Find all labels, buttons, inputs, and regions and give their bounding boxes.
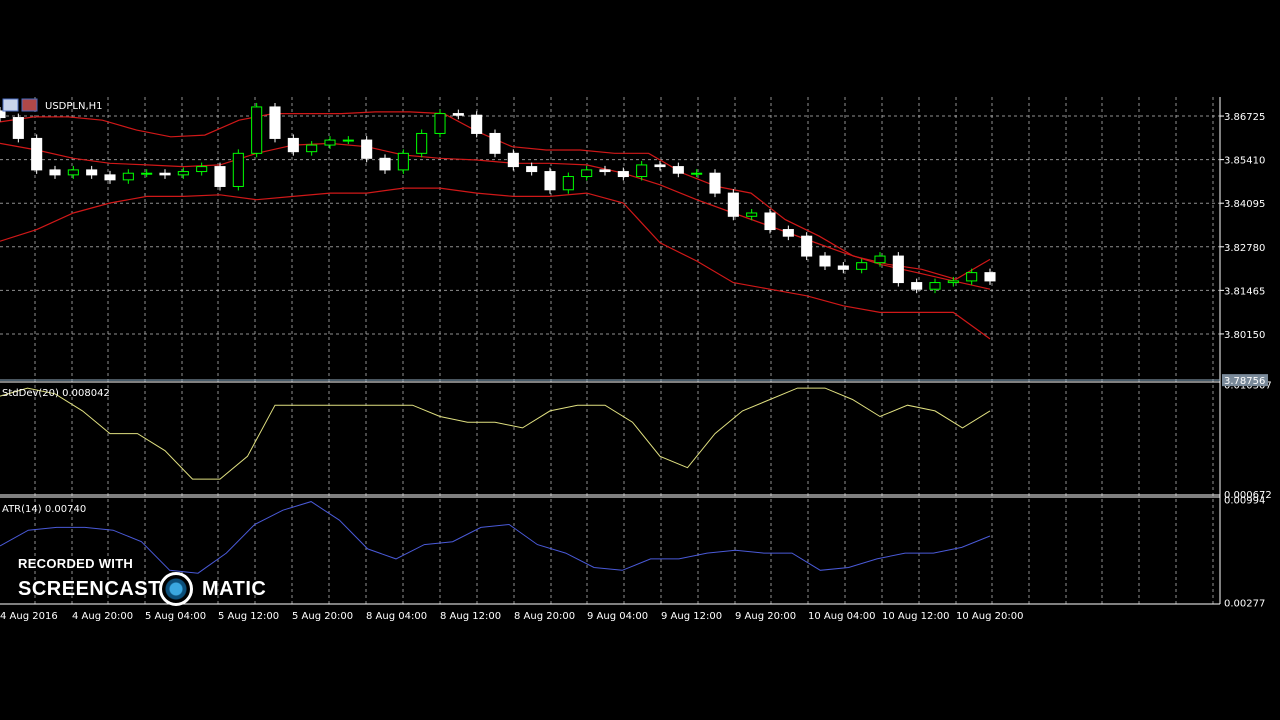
time-tick-label-13: 10 Aug 20:00 xyxy=(956,611,1023,622)
candle-body-11 xyxy=(196,166,208,173)
candle-body-1 xyxy=(12,117,24,139)
symbol-title: USDPLN,H1 xyxy=(45,101,103,112)
candle-body-6 xyxy=(104,174,116,181)
time-tick-label-10: 9 Aug 20:00 xyxy=(735,611,796,622)
candle-body-39 xyxy=(709,172,721,194)
candle-body-20 xyxy=(361,139,373,159)
candle-body-19 xyxy=(342,139,354,142)
candle-body-7 xyxy=(122,172,134,181)
time-tick-label-6: 8 Aug 12:00 xyxy=(440,611,501,622)
candle-body-48 xyxy=(874,255,886,264)
screencast-logo-icon xyxy=(159,572,193,606)
candle-body-54 xyxy=(984,272,996,282)
current-price-tag xyxy=(1222,374,1268,387)
candle-body-3 xyxy=(49,169,61,176)
candle-body-24 xyxy=(434,113,446,134)
candle-body-52 xyxy=(947,280,959,284)
candle-body-51 xyxy=(929,282,941,290)
candle-body-0 xyxy=(0,110,6,119)
candle-body-33 xyxy=(599,169,611,173)
candle-body-42 xyxy=(764,212,776,231)
candle-body-21 xyxy=(379,157,391,171)
candle-body-46 xyxy=(837,265,849,270)
bollinger-lower-band xyxy=(0,187,991,340)
time-tick-label-0: 4 Aug 2016 xyxy=(0,611,58,622)
candle-body-23 xyxy=(416,132,428,154)
price-tick-label-3: 3.82780 xyxy=(1224,243,1265,254)
candle-body-40 xyxy=(727,192,739,217)
candle-body-15 xyxy=(269,106,281,139)
candle-body-13 xyxy=(232,152,244,187)
time-tick-label-7: 8 Aug 20:00 xyxy=(514,611,575,622)
candle-body-16 xyxy=(287,137,299,153)
candle-body-35 xyxy=(636,164,648,178)
candlesticks xyxy=(0,102,996,294)
candle-body-43 xyxy=(782,229,794,237)
candle-body-44 xyxy=(801,235,813,257)
candle-body-41 xyxy=(746,212,758,217)
atr-label: ATR(14) 0.00740 xyxy=(2,504,86,515)
candle-body-50 xyxy=(911,282,923,290)
candle-body-9 xyxy=(159,172,171,176)
candle-body-25 xyxy=(452,113,464,116)
price-tick-label-0: 3.86725 xyxy=(1224,112,1265,123)
candle-body-45 xyxy=(819,255,831,267)
watermark-brand-right: MATIC xyxy=(202,578,267,600)
time-tick-label-12: 10 Aug 12:00 xyxy=(882,611,949,622)
candle-body-5 xyxy=(86,169,98,176)
price-tick-label-2: 3.84095 xyxy=(1224,199,1265,210)
candle-body-26 xyxy=(471,114,483,134)
candle-body-4 xyxy=(67,169,79,176)
candle-body-29 xyxy=(526,166,538,173)
atr-tick-label-1: 0.00277 xyxy=(1224,598,1265,609)
atr-line xyxy=(0,501,991,574)
price-tick-label-1: 3.85410 xyxy=(1224,156,1265,167)
time-tick-label-4: 5 Aug 20:00 xyxy=(292,611,353,622)
time-tick-label-9: 9 Aug 12:00 xyxy=(661,611,722,622)
candle-body-37 xyxy=(672,166,684,174)
time-tick-label-3: 5 Aug 12:00 xyxy=(218,611,279,622)
candle-body-34 xyxy=(617,171,629,178)
candle-body-49 xyxy=(892,255,904,284)
window-icon[interactable] xyxy=(2,98,19,112)
candle-body-22 xyxy=(397,152,409,171)
chart-header: USDPLN,H1 xyxy=(2,98,103,112)
candle-body-47 xyxy=(856,262,868,270)
candle-body-36 xyxy=(654,164,666,168)
price-tick-label-5: 3.80150 xyxy=(1224,330,1265,341)
candle-body-12 xyxy=(214,166,226,187)
price-tick-label-4: 3.81465 xyxy=(1224,286,1265,297)
time-tick-label-8: 9 Aug 04:00 xyxy=(587,611,648,622)
time-tick-label-1: 4 Aug 20:00 xyxy=(72,611,133,622)
candle-body-2 xyxy=(31,137,43,171)
candle-body-10 xyxy=(177,171,189,176)
stddev-tick-label-1: 0.000672 xyxy=(1224,490,1272,501)
candle-body-8 xyxy=(141,172,153,175)
time-tick-label-11: 10 Aug 04:00 xyxy=(808,611,875,622)
candle-body-31 xyxy=(562,176,574,191)
flag-icon[interactable] xyxy=(21,98,38,112)
watermark-recorded-text: RECORDED WITH xyxy=(18,556,134,571)
price-axis-labels: 3.86725 3.85410 3.84095 3.82780 3.81465 3.801… xyxy=(1220,112,1272,609)
candle-body-14 xyxy=(251,106,263,154)
stddev-line xyxy=(0,387,991,480)
current-price-value: 3.78756 xyxy=(1224,376,1265,387)
candle-body-32 xyxy=(581,169,593,178)
bollinger-middle-band xyxy=(0,142,991,290)
candle-body-18 xyxy=(324,139,336,146)
candle-body-53 xyxy=(966,272,978,282)
time-axis-labels: 4 Aug 2016 4 Aug 20:00 5 Aug 04:00 5 Aug 12… xyxy=(0,611,1023,622)
screencast-watermark: RECORDED WITH SCREENCAST MATIC xyxy=(16,556,276,608)
candle-body-38 xyxy=(691,172,703,175)
candle-body-28 xyxy=(507,152,519,168)
candle-body-17 xyxy=(306,144,318,153)
candle-body-27 xyxy=(489,132,501,154)
stddev-label: StdDev(20) 0.008042 xyxy=(2,388,110,399)
time-tick-label-5: 8 Aug 04:00 xyxy=(366,611,427,622)
watermark-brand-left: SCREENCAST xyxy=(18,578,161,600)
candle-body-30 xyxy=(544,171,556,191)
atr-tick-label-0: 0.00994 xyxy=(1224,496,1265,507)
time-tick-label-2: 5 Aug 04:00 xyxy=(145,611,206,622)
